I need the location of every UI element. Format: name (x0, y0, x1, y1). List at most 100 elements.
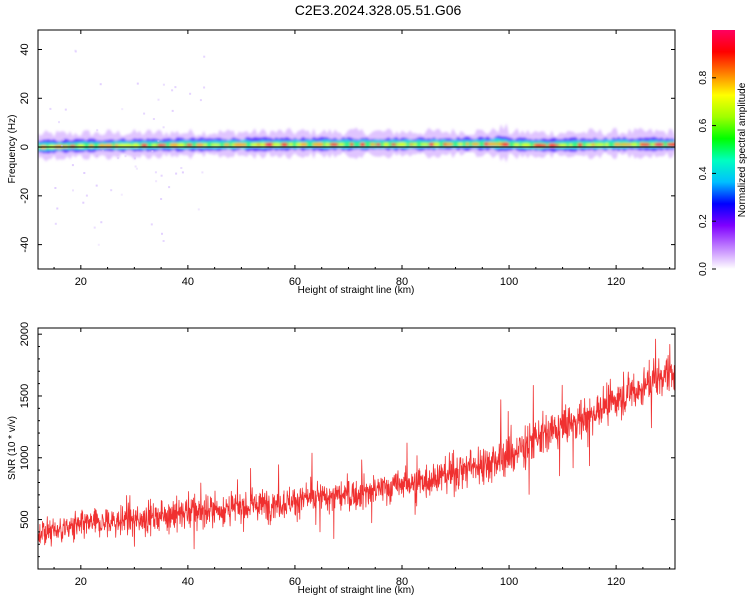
spectrogram-speck (136, 82, 139, 85)
spectrogram-speck (134, 165, 137, 168)
spectrogram-speck (62, 138, 65, 141)
colorbar-gradient (712, 30, 735, 269)
spectrogram-speck (54, 222, 57, 225)
snr-frame (37, 327, 676, 570)
spectrogram-speck (100, 221, 103, 224)
snr-x-tick-label: 20 (75, 576, 87, 588)
spectrogram-peak (521, 143, 531, 148)
spectrogram-speck (96, 154, 98, 157)
spectrogram-peak (256, 143, 262, 147)
spectrogram-peak (591, 143, 595, 147)
spectrogram-peak (577, 143, 583, 148)
spectrogram-peak (223, 143, 230, 147)
spectrogram-speck (72, 189, 74, 192)
snr-x-tick-label: 40 (182, 576, 194, 588)
colorbar-tick-label: 0.6 (698, 118, 709, 132)
spectrogram-speck (181, 171, 184, 174)
spectrogram-speck (162, 83, 165, 86)
spectrogram-peak (613, 142, 622, 147)
spectrogram-y-tick-label: -20 (19, 188, 31, 204)
spectrogram-speck (102, 149, 104, 152)
spectrogram-peak (594, 143, 605, 147)
spectrogram-speck (93, 226, 96, 229)
spectrogram-peak (264, 142, 276, 147)
spectrogram-speck (97, 243, 100, 246)
spectrogram-speck (99, 83, 102, 86)
colorbar: 0.0 0.2 0.4 0.6 0.8 Normalized spectral ampl… (698, 30, 748, 276)
spectrogram-peak (300, 142, 308, 147)
spectrogram-peak (569, 143, 573, 147)
spectrogram-peak (77, 144, 85, 149)
spectrogram-peak (195, 143, 204, 148)
spectrogram-peak (639, 143, 651, 147)
spectrogram-peak (396, 142, 407, 147)
spectrogram-peak (420, 143, 429, 146)
spectrogram-peak (169, 143, 179, 148)
spectrogram-peak (280, 142, 288, 147)
colorbar-tick-label: 0.0 (698, 262, 709, 276)
spectrogram-peak (465, 142, 470, 146)
spectrogram-speck (71, 164, 74, 167)
spectrogram-speck (199, 99, 202, 102)
snr-series-line (38, 338, 675, 550)
spectrogram-peak (370, 143, 376, 147)
spectrogram-speck (74, 50, 77, 53)
spectrogram-x-tick-label: 20 (75, 276, 87, 288)
snr-y-tick-label: 1000 (19, 446, 31, 470)
spectrogram-peak (547, 143, 558, 148)
spectrogram-speck (203, 55, 206, 58)
spectrogram-y-tick-label: -40 (19, 237, 31, 253)
spectrogram-heatmap (38, 123, 675, 163)
spectrogram-peak (141, 143, 148, 148)
spectrogram-speck (175, 172, 178, 175)
spectrogram-speck (82, 201, 85, 204)
spectrogram-speck (168, 186, 171, 189)
spectrogram-peak (558, 143, 568, 147)
spectrogram-peak (360, 142, 366, 147)
colorbar-tick-label: 0.2 (698, 214, 709, 228)
spectrogram-speck (155, 180, 158, 183)
spectrogram-peak (203, 143, 208, 147)
spectrogram-peak (669, 142, 675, 147)
spectrogram-peak (457, 142, 463, 147)
spectrogram-speck (85, 194, 88, 197)
spectrogram-speck (120, 193, 123, 196)
spectrogram-peak (513, 143, 520, 147)
spectrogram-speck (171, 109, 174, 112)
spectrogram-peak (542, 144, 547, 148)
spectrogram-speck (58, 121, 60, 124)
spectrogram-speck (157, 98, 160, 101)
spectrogram-speck (60, 145, 63, 148)
snr-x-axis-label: Height of straight line (km) (298, 585, 415, 596)
spectrogram-speck (162, 240, 165, 242)
spectrogram-x-tick-label: 100 (500, 276, 518, 288)
spectrogram-speck (162, 126, 165, 129)
spectrogram-peak (64, 144, 68, 149)
spectrogram-speck (56, 207, 59, 210)
spectrogram-peak (242, 143, 247, 147)
spectrogram-peak (445, 142, 454, 146)
spectrogram-speck (197, 208, 200, 211)
spectrogram-peak (210, 143, 221, 147)
spectrogram-peak (383, 142, 389, 147)
spectrogram-peak (605, 142, 609, 147)
spectrogram-speck (152, 118, 155, 120)
spectrogram-x-tick-label: 80 (396, 276, 408, 288)
colorbar-tick-label: 0.4 (698, 166, 709, 180)
spectrogram-peak (501, 142, 510, 147)
spectrogram-peak (487, 142, 499, 146)
spectrogram-peak (288, 142, 293, 147)
snr-y-axis-label: SNR (10 * v/v) (7, 416, 18, 480)
spectrogram-panel: 20 40 60 80 100 120 -40 -20 0 20 40 Height of stra… (7, 29, 676, 296)
spectrogram-speck (124, 155, 127, 158)
spectrogram-speck (189, 92, 192, 95)
spectrogram-y-tick-label: 40 (19, 43, 31, 55)
spectrogram-speck (160, 198, 163, 200)
spectrogram-x-axis-label: Height of straight line (km) (298, 285, 415, 296)
spectrogram-peak (620, 143, 629, 147)
spectrogram-speck (171, 89, 174, 92)
spectrogram-frame (37, 29, 676, 270)
spectrogram-peak (533, 143, 545, 148)
snr-x-tick-label: 80 (396, 576, 408, 588)
